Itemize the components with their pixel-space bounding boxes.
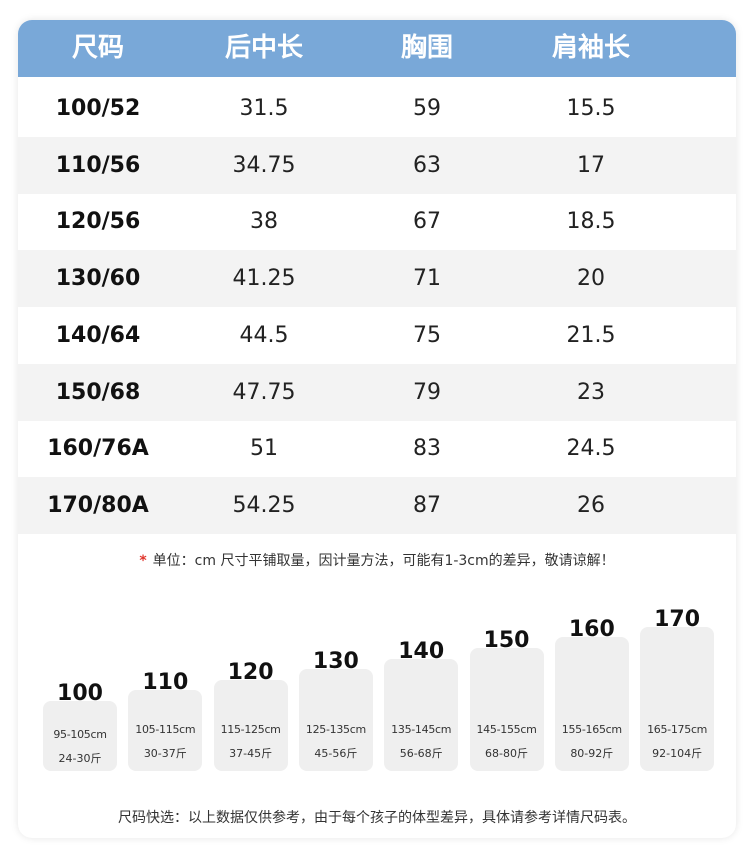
- size-bar: [213, 679, 288, 771]
- cell-chest: 63: [413, 152, 441, 178]
- cell-size: 150/68: [55, 379, 141, 405]
- size-bar-label: 130: [312, 649, 359, 675]
- header-size: 尺码: [71, 33, 125, 63]
- size-bar: [43, 701, 117, 771]
- table-row: 140/64 44.5 75 21.5: [18, 307, 736, 364]
- cell-sleeve-length: 18.5: [566, 209, 616, 235]
- header-sleeve-length: 肩袖长: [551, 33, 631, 63]
- size-bar: [640, 626, 715, 771]
- table-row: 150/68 47.75 79 23: [18, 363, 736, 421]
- cell-sleeve-length: 17: [577, 152, 605, 178]
- size-bar-label: 150: [483, 628, 530, 653]
- cell-size: 100/52: [55, 96, 141, 121]
- cell-chest: 79: [413, 379, 441, 405]
- cell-sleeve-length: 21.5: [566, 322, 616, 348]
- size-bar-weight-range: 30-37斤: [143, 747, 187, 760]
- table-row: 160/76A 51 83 24.5: [18, 420, 736, 477]
- cell-chest: 75: [413, 322, 441, 348]
- size-bar-weight-range: 68-80斤: [485, 747, 528, 760]
- size-bar-height-range: 155-165cm: [561, 723, 622, 736]
- cell-back-length: 41.25: [232, 266, 296, 292]
- table-row: 100/52 31.5 59 15.5: [18, 80, 736, 137]
- cell-size: 130/60: [55, 266, 141, 292]
- cell-chest: 67: [413, 209, 441, 235]
- cell-size: 170/80A: [47, 492, 149, 518]
- cell-size: 110/56: [55, 152, 141, 178]
- size-guide: 100 95-105cm 24-30斤 110 105-115cm 30-37斤 120 11…: [18, 20, 736, 838]
- size-bar-weight-range: 80-92斤: [570, 747, 614, 760]
- size-chart-card: 尺码 后中长 胸围 肩袖长 100/52 31.5 59 15.5 110/56 34.7…: [18, 20, 736, 838]
- cell-back-length: 54.25: [232, 492, 296, 518]
- table-header: 尺码 后中长 胸围 肩袖长: [18, 20, 736, 77]
- size-bar-height-range: 115-125cm: [220, 723, 281, 736]
- size-bar-weight-range: 56-68斤: [399, 747, 443, 760]
- header-chest: 胸围: [400, 33, 454, 63]
- cell-size: 120/56: [55, 209, 141, 235]
- size-bar: [128, 690, 203, 771]
- cell-sleeve-length: 23: [577, 379, 605, 405]
- size-bar-label: 110: [142, 670, 189, 696]
- size-bar-label: 140: [398, 638, 445, 664]
- size-bar: [298, 669, 373, 771]
- size-bar-height-range: 165-175cm: [647, 723, 708, 736]
- size-bar-height-range: 145-155cm: [476, 723, 537, 736]
- cell-sleeve-length: 15.5: [566, 96, 616, 121]
- cell-sleeve-length: 20: [577, 266, 605, 292]
- size-bar-label: 120: [227, 659, 274, 685]
- cell-sleeve-length: 24.5: [566, 436, 616, 462]
- table-row: 170/80A 54.25 87 26: [18, 476, 736, 534]
- cell-back-length: 51: [250, 436, 278, 462]
- size-bar-weight-range: 45-56斤: [314, 747, 358, 760]
- footer-note: 尺码快选：以上数据仅供参考，由于每个孩子的体型差异，具体请参考详情尺码表。: [118, 810, 636, 826]
- measurement-note: * 单位：cm 尺寸平铺取量，因计量方法，可能有1-3cm的差异，敬请谅解！: [18, 550, 736, 570]
- cell-chest: 59: [413, 96, 441, 121]
- size-bar: [469, 648, 544, 771]
- cell-back-length: 31.5: [239, 96, 289, 121]
- size-bar-label: 160: [568, 617, 615, 643]
- cell-size: 160/76A: [47, 436, 149, 462]
- cell-back-length: 44.5: [239, 322, 289, 348]
- size-bar-weight-range: 37-45斤: [229, 747, 273, 760]
- size-bar-height-range: 135-145cm: [391, 723, 452, 736]
- size-bar-weight-range: 92-104斤: [652, 747, 703, 760]
- cell-back-length: 47.75: [232, 379, 296, 405]
- cell-chest: 71: [413, 266, 441, 292]
- cell-chest: 87: [413, 492, 441, 518]
- note-text: 单位：cm 尺寸平铺取量，因计量方法，可能有1-3cm的差异，敬请谅解！: [152, 553, 615, 569]
- cell-back-length: 34.75: [232, 152, 296, 178]
- size-bar: [554, 637, 629, 771]
- cell-sleeve-length: 26: [577, 492, 605, 518]
- size-bar-label: 170: [654, 606, 701, 632]
- size-bar: [384, 658, 459, 771]
- cell-back-length: 38: [250, 209, 278, 235]
- size-bar-height-range: 105-115cm: [135, 723, 196, 736]
- size-bar-weight-range: 24-30斤: [58, 752, 102, 765]
- table-row: 130/60 41.25 71 20: [18, 250, 736, 308]
- cell-chest: 83: [413, 436, 441, 462]
- cell-size: 140/64: [55, 322, 141, 348]
- table-row: 120/56 38 67 18.5: [18, 193, 736, 250]
- table-row: 110/56 34.75 63 17: [18, 136, 736, 194]
- note-star: *: [139, 553, 147, 569]
- size-bar-label: 100: [57, 681, 103, 706]
- header-back-length: 后中长: [224, 33, 304, 63]
- size-bar-height-range: 95-105cm: [53, 728, 107, 741]
- size-bar-height-range: 125-135cm: [305, 723, 366, 736]
